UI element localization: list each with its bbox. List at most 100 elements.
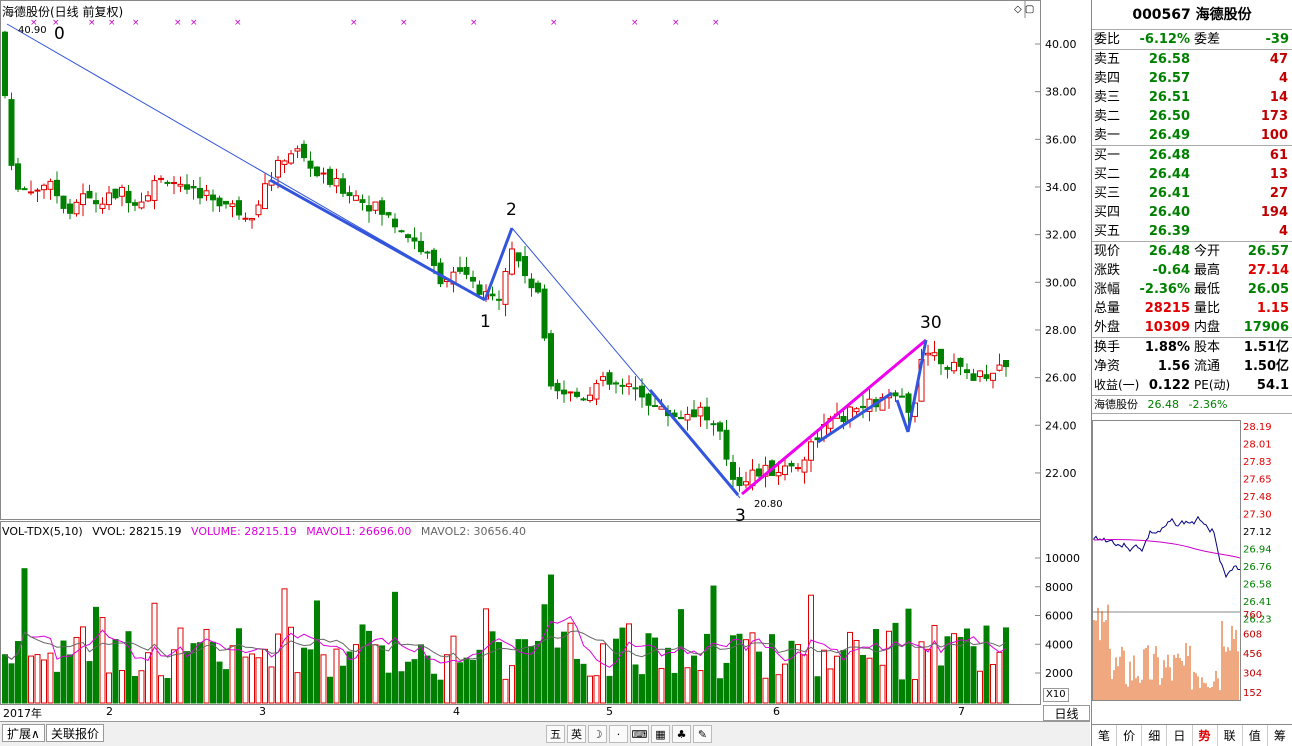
weicha-value: -39 bbox=[1265, 32, 1290, 47]
volume-bar bbox=[691, 655, 697, 704]
bid-row[interactable]: 买五 26.39 4 bbox=[1092, 222, 1292, 241]
volume-bar bbox=[8, 663, 15, 704]
tab-lian[interactable]: 联 bbox=[1218, 725, 1243, 746]
ask-label: 卖三 bbox=[1094, 90, 1121, 105]
volume-bar bbox=[886, 630, 892, 704]
pen-icon[interactable]: ✎ bbox=[693, 725, 712, 743]
candle-body bbox=[710, 423, 717, 426]
moon-icon[interactable]: ☽ bbox=[588, 725, 607, 743]
candle-body bbox=[15, 163, 21, 190]
weibi-value: -6.12% bbox=[1139, 32, 1191, 47]
tab-xi[interactable]: 细 bbox=[1142, 725, 1168, 746]
candle-body bbox=[600, 376, 606, 381]
bid-row[interactable]: 买二 26.44 13 bbox=[1092, 165, 1292, 184]
event-marker: × bbox=[712, 18, 720, 28]
candle-body bbox=[580, 398, 587, 401]
volume-bar bbox=[333, 648, 340, 704]
keyboard-icon[interactable]: ⌨ bbox=[630, 725, 649, 743]
ask-row[interactable]: 卖二 26.50 173 bbox=[1092, 107, 1292, 126]
bid-volume: 13 bbox=[1269, 167, 1288, 182]
ask-row[interactable]: 卖三 26.51 14 bbox=[1092, 88, 1292, 107]
date-label: 2 bbox=[106, 705, 113, 718]
event-marker: × bbox=[234, 18, 242, 28]
mavol1-line bbox=[4, 615, 1007, 668]
bid-volume: 61 bbox=[1269, 148, 1288, 163]
mini-price-tick: 27.30 bbox=[1243, 510, 1272, 521]
volume-bar bbox=[678, 609, 684, 704]
date-label: 6 bbox=[773, 705, 780, 718]
tab-zhi[interactable]: 值 bbox=[1243, 725, 1268, 746]
candle-body bbox=[613, 382, 619, 385]
candle-body bbox=[457, 267, 463, 272]
tab-chou[interactable]: 筹 bbox=[1268, 725, 1292, 746]
ask-row[interactable]: 卖五 26.58 47 bbox=[1092, 50, 1292, 69]
candle-body bbox=[333, 177, 340, 187]
volume-bar bbox=[554, 647, 561, 704]
bid-row[interactable]: 买四 26.40 194 bbox=[1092, 203, 1292, 222]
bid-label: 买三 bbox=[1094, 186, 1121, 201]
candle-body bbox=[67, 203, 73, 214]
english-icon[interactable]: 英 bbox=[567, 725, 586, 743]
volume-bar bbox=[340, 665, 346, 704]
vol-tick-label: 4000 bbox=[1045, 638, 1073, 651]
candle-body bbox=[255, 204, 262, 216]
candle-body bbox=[801, 459, 808, 473]
kline-svg[interactable]: 40.00 38.00 36.00 34.00 32.00 30.00 28.00 26.00… bbox=[0, 0, 1090, 705]
ask-row[interactable]: 卖四 26.57 4 bbox=[1092, 69, 1292, 88]
volume-bar bbox=[749, 632, 756, 704]
intraday-mini-chart[interactable]: 28.19 28.01 27.83 27.65 27.48 27.30 27.12 26.94… bbox=[1092, 420, 1292, 720]
dot-icon[interactable]: · bbox=[609, 725, 628, 743]
candle-body bbox=[496, 298, 502, 301]
stat-row: 总量 28215 量比 1.15 bbox=[1092, 299, 1292, 318]
volume-bar bbox=[912, 679, 918, 704]
candle-body bbox=[223, 200, 229, 205]
tab-ri[interactable]: 日 bbox=[1167, 725, 1193, 746]
related-quote-button[interactable]: 关联报价 bbox=[46, 724, 105, 742]
kline-chart-area[interactable]: 40.00 38.00 36.00 34.00 32.00 30.00 28.00 26.00… bbox=[0, 0, 1090, 746]
window-controls[interactable]: ◇ ▢ bbox=[1014, 4, 1035, 15]
volume-bar bbox=[119, 669, 125, 704]
five-icon[interactable]: 五 bbox=[546, 725, 565, 743]
volume-bar bbox=[249, 653, 255, 704]
bid-volume: 194 bbox=[1260, 205, 1288, 220]
candle-body bbox=[320, 172, 327, 175]
stat-row: 换手 1.88% 股本 1.51亿 bbox=[1092, 338, 1292, 357]
period-label[interactable]: 日线 bbox=[1043, 705, 1090, 721]
candle-body bbox=[905, 393, 912, 413]
volume-bar bbox=[593, 675, 600, 704]
price-tick-label: 32.00 bbox=[1045, 229, 1077, 242]
club-icon[interactable]: ♣ bbox=[672, 725, 691, 743]
tab-shi[interactable]: 势 bbox=[1193, 725, 1218, 746]
mini-vol-tick: 608 bbox=[1243, 630, 1262, 641]
wave-arrow-2 bbox=[483, 227, 514, 301]
bid-row[interactable]: 买三 26.41 27 bbox=[1092, 184, 1292, 203]
volume-bar bbox=[736, 633, 743, 704]
price-tick-label: 40.00 bbox=[1045, 38, 1077, 51]
volume-bar bbox=[704, 633, 710, 704]
stat-label: 收益(一) bbox=[1094, 378, 1140, 392]
candle-body bbox=[983, 374, 990, 379]
candle-body bbox=[970, 373, 977, 381]
mini-price-tick: 26.41 bbox=[1243, 597, 1272, 608]
stat-value: 10309 bbox=[1144, 320, 1190, 335]
volume-bar bbox=[873, 629, 879, 704]
mini-price-tick: 27.12 bbox=[1243, 527, 1272, 538]
bid-row[interactable]: 买一 26.48 61 bbox=[1092, 146, 1292, 165]
volume-bar bbox=[463, 657, 470, 704]
volume-bar bbox=[151, 602, 158, 704]
event-marker: × bbox=[470, 18, 478, 28]
volume-bar bbox=[223, 669, 229, 704]
ask-row[interactable]: 卖一 26.49 100 bbox=[1092, 126, 1292, 145]
volume-bar bbox=[899, 679, 905, 704]
volume-bar bbox=[535, 640, 541, 704]
candle-body bbox=[385, 212, 392, 216]
candle-body bbox=[21, 188, 28, 191]
date-label: 2017年 bbox=[3, 707, 42, 720]
candle-body bbox=[925, 352, 931, 356]
volume-bar bbox=[411, 659, 418, 704]
stat-value: 1.51亿 bbox=[1243, 340, 1289, 355]
expand-button[interactable]: 扩展∧ bbox=[2, 724, 45, 742]
tab-jia[interactable]: 价 bbox=[1117, 725, 1143, 746]
tab-bi[interactable]: 笔 bbox=[1092, 725, 1118, 746]
grid-icon[interactable]: ▦ bbox=[651, 725, 670, 743]
